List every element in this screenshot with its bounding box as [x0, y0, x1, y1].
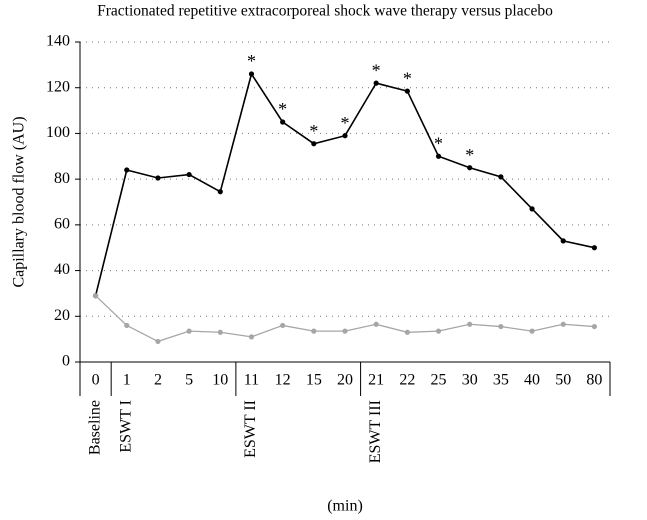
y-tick-label: 40 [54, 261, 70, 278]
data-point [186, 171, 192, 178]
y-tick-label: 80 [54, 170, 70, 187]
data-point [311, 328, 317, 334]
annotation: * [309, 121, 318, 141]
data-point [217, 189, 223, 195]
y-tick-label: 20 [54, 307, 70, 324]
data-point [404, 329, 410, 335]
annotation: * [247, 51, 256, 71]
data-point [435, 328, 442, 334]
annotation: * [372, 60, 381, 80]
chart-title: Fractionated repetitive extracorporeal s… [97, 3, 553, 20]
x-tick-label: 25 [431, 372, 447, 389]
data-point [498, 323, 504, 330]
x-tick-label: 15 [306, 372, 322, 389]
x-tick-label: 35 [493, 372, 509, 389]
x-tick-label: 50 [555, 372, 571, 389]
x-tick-label: 20 [337, 372, 353, 389]
x-tick-label: 30 [462, 372, 478, 389]
x-tick-label: 5 [185, 372, 193, 389]
series-line [95, 295, 595, 343]
annotation: * [341, 113, 350, 133]
x-tick-label: 21 [368, 372, 384, 389]
annotation: * [465, 145, 474, 165]
group-label: ESWT II [242, 400, 259, 458]
data-point [217, 329, 223, 335]
x-tick-label: 22 [399, 372, 415, 389]
data-point [342, 133, 348, 139]
annotation: * [278, 99, 287, 119]
x-axis-label: (min) [327, 498, 363, 515]
x-tick-label: 2 [154, 372, 162, 389]
data-point [498, 174, 504, 180]
data-point [435, 153, 442, 159]
data-point [467, 165, 473, 171]
data-point [342, 328, 348, 334]
group-label: ESWT I [117, 400, 134, 453]
data-point [467, 321, 473, 327]
annotation: * [434, 133, 443, 153]
x-tick-label: 11 [244, 372, 259, 389]
x-tick-label: 80 [586, 372, 602, 389]
data-point [124, 322, 130, 329]
data-point [373, 80, 379, 86]
y-tick-label: 140 [46, 33, 70, 50]
data-point [92, 293, 99, 299]
data-point [404, 88, 410, 94]
y-tick-label: 60 [54, 216, 70, 233]
data-point [280, 322, 286, 329]
x-tick-label: 0 [92, 372, 100, 389]
x-tick-label: 1 [123, 372, 131, 389]
data-point [560, 321, 566, 327]
data-point [248, 71, 255, 77]
data-point [373, 321, 379, 327]
y-axis-label: Capillary blood flow (AU) [11, 116, 28, 287]
data-point [155, 338, 161, 345]
x-tick-label: 12 [275, 372, 291, 389]
annotation: * [403, 68, 412, 88]
data-point [591, 245, 598, 251]
x-tick-label: 40 [524, 372, 540, 389]
y-tick-label: 120 [46, 78, 70, 95]
x-tick-label: 10 [212, 372, 228, 389]
data-point [155, 175, 161, 181]
data-point [529, 328, 535, 334]
data-point [248, 334, 255, 340]
data-point [124, 167, 130, 173]
data-point [280, 119, 286, 125]
data-point [560, 238, 566, 244]
data-point [591, 323, 598, 330]
group-label: Baseline [86, 400, 103, 455]
group-label: ESWT III [367, 400, 384, 463]
y-tick-label: 0 [62, 353, 70, 370]
data-point [311, 141, 317, 147]
series-line [94, 72, 595, 296]
data-point [529, 206, 535, 212]
data-point [186, 328, 192, 334]
y-tick-label: 100 [46, 124, 70, 141]
